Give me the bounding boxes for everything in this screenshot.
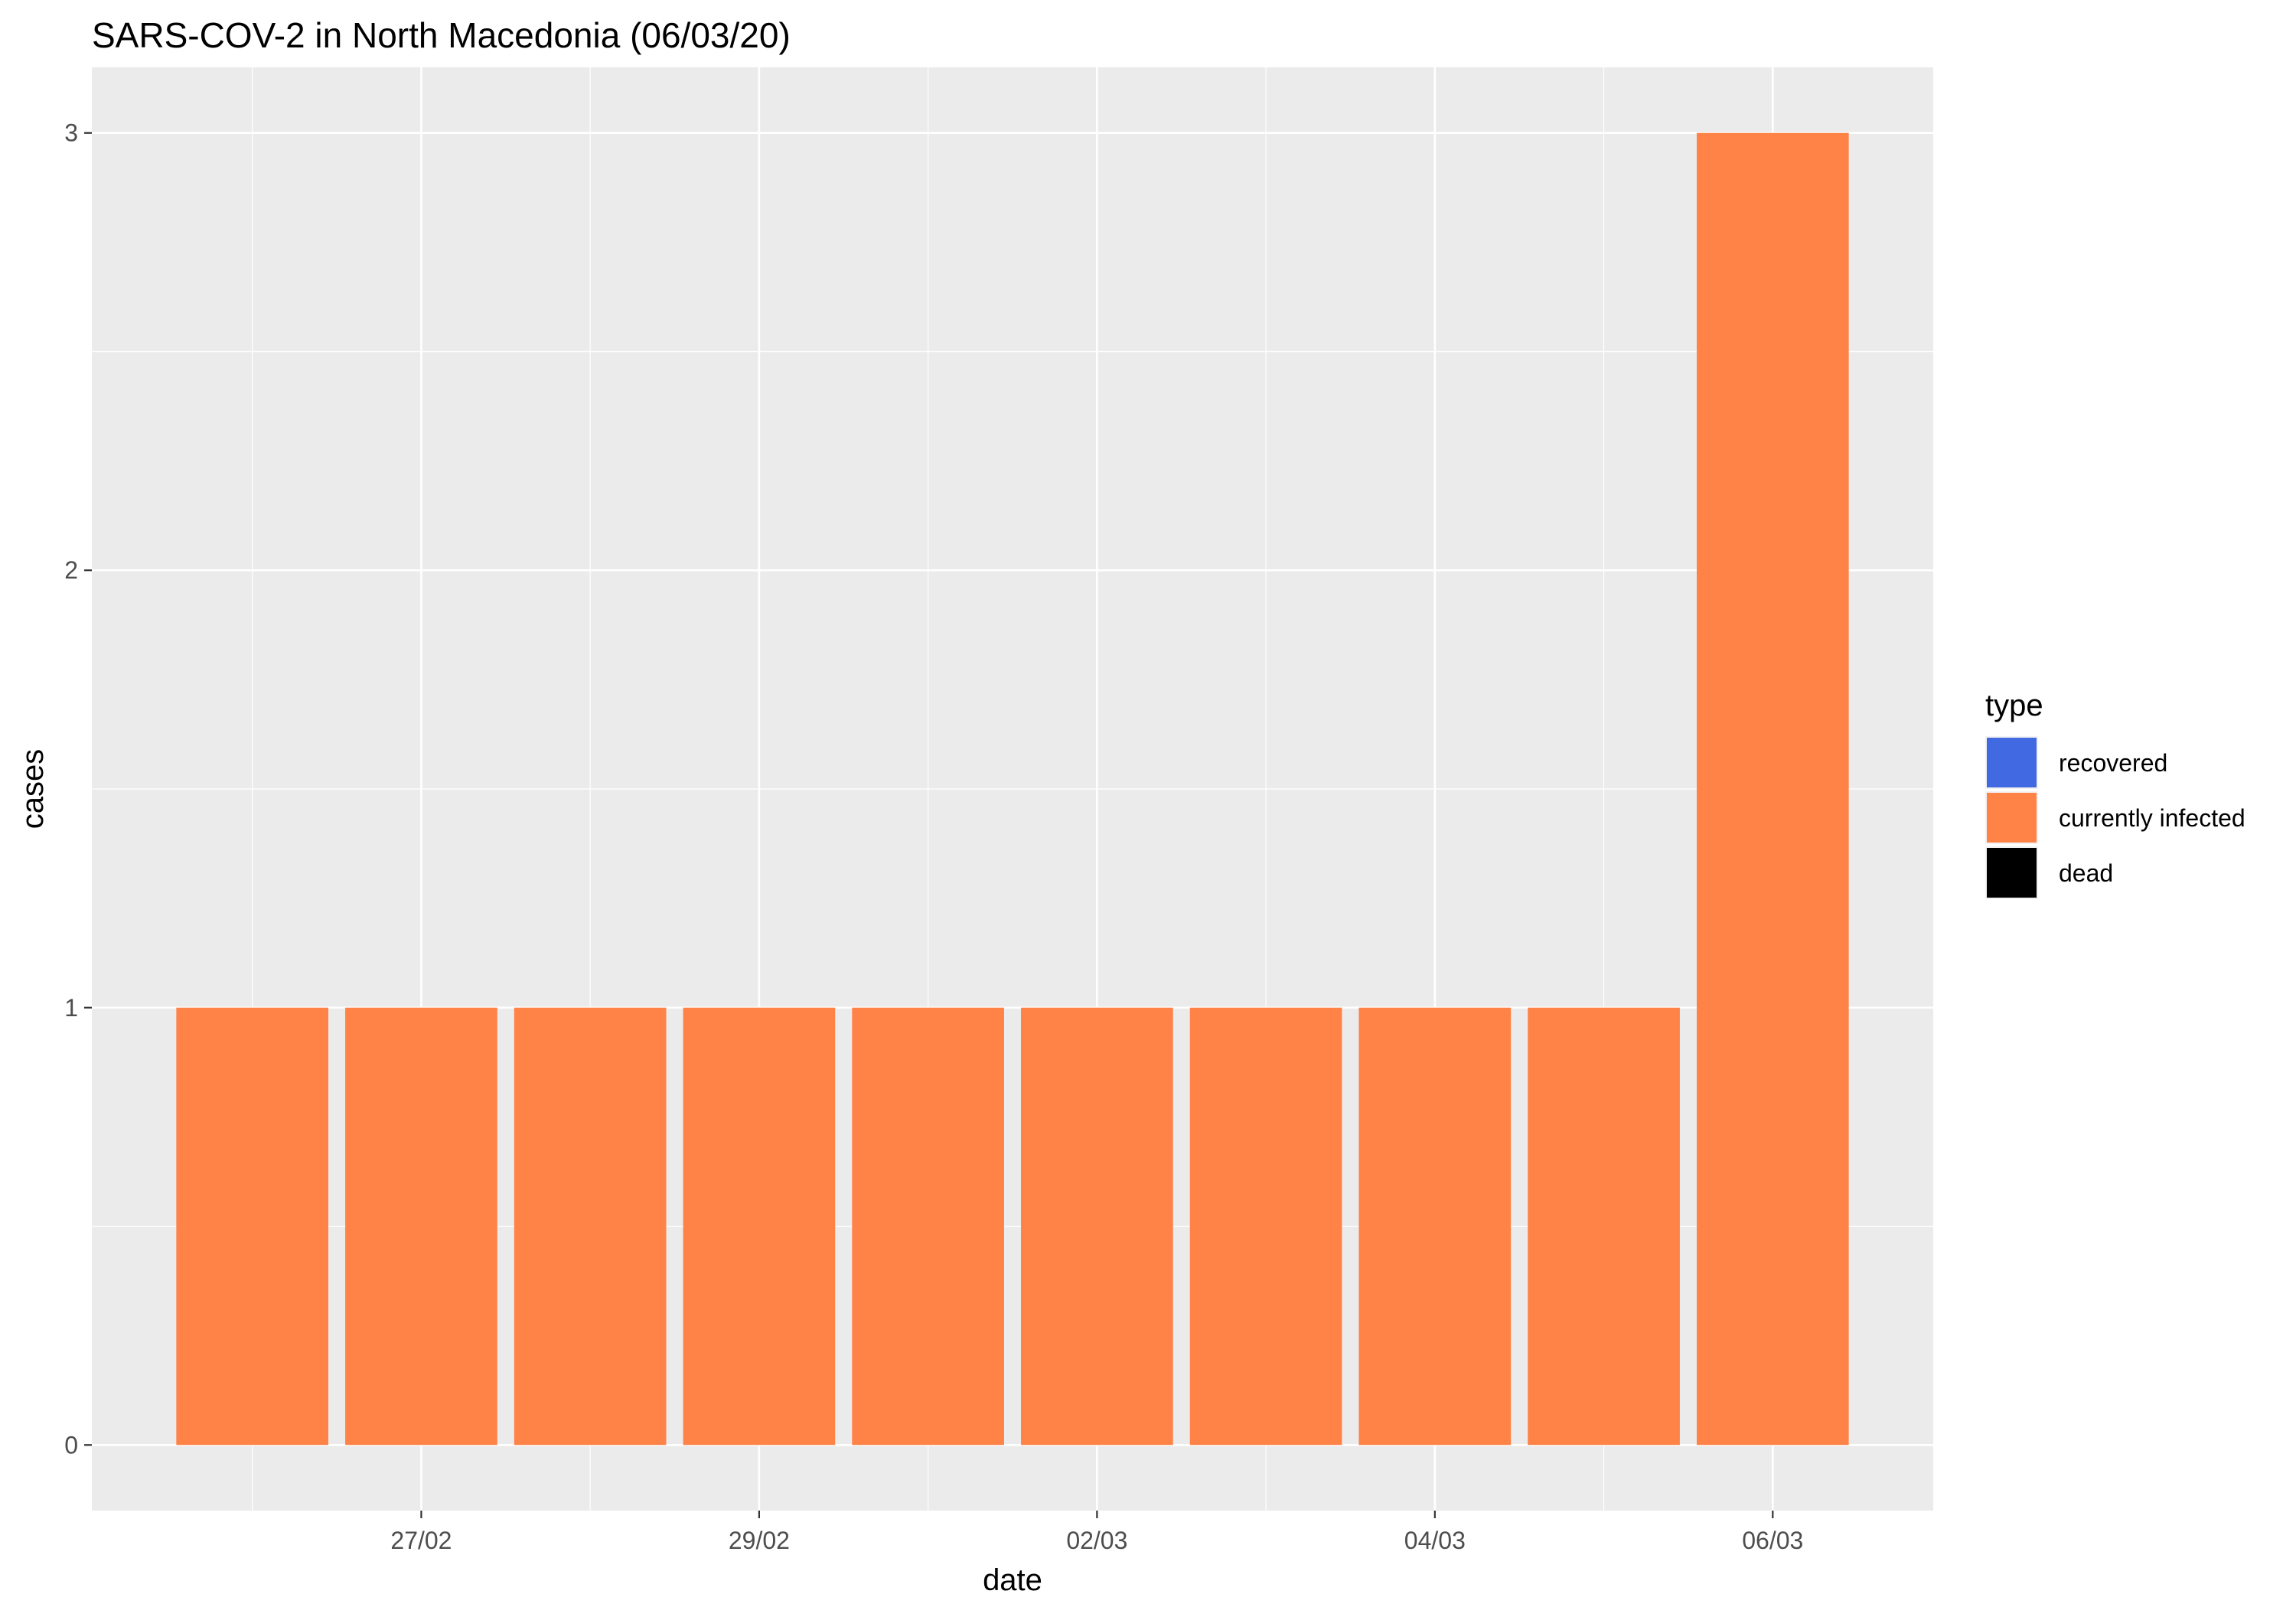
legend-swatch — [1987, 848, 2037, 898]
legend-label: recovered — [2059, 749, 2167, 777]
bar — [683, 1007, 836, 1446]
legend-swatch — [1987, 793, 2037, 843]
bar — [1528, 1007, 1680, 1446]
y-tick-label: 1 — [64, 994, 78, 1022]
x-tick-label: 06/03 — [1742, 1527, 1803, 1554]
bar — [1189, 1007, 1342, 1446]
chart-title: SARS-COV-2 in North Macedonia (06/03/20) — [92, 15, 791, 55]
bar — [345, 1007, 497, 1446]
x-tick-label: 29/02 — [729, 1527, 790, 1554]
bar — [1358, 1007, 1512, 1446]
bar — [1696, 132, 1849, 1446]
x-axis: 27/02 29/02 02/03 04/03 06/03 — [390, 1511, 1803, 1554]
x-tick-label: 02/03 — [1066, 1527, 1127, 1554]
legend-title: type — [1985, 689, 2043, 722]
legend-label: currently infected — [2059, 804, 2245, 832]
bars — [176, 132, 1849, 1446]
x-tick-label: 04/03 — [1404, 1527, 1466, 1554]
x-axis-title: date — [983, 1563, 1042, 1597]
y-tick-label: 2 — [64, 556, 78, 584]
legend: type recovered currently infected dead — [1985, 689, 2245, 899]
bar — [852, 1007, 1004, 1446]
bar — [1021, 1007, 1173, 1446]
bar — [176, 1007, 329, 1446]
x-tick-label: 27/02 — [390, 1527, 452, 1554]
legend-swatch — [1987, 738, 2037, 787]
y-tick-label: 3 — [64, 119, 78, 147]
y-tick-label: 0 — [64, 1431, 78, 1459]
y-axis: 0 1 2 3 — [64, 119, 92, 1459]
y-axis-title: cases — [16, 749, 50, 830]
legend-label: dead — [2059, 859, 2113, 887]
bar — [514, 1007, 667, 1446]
